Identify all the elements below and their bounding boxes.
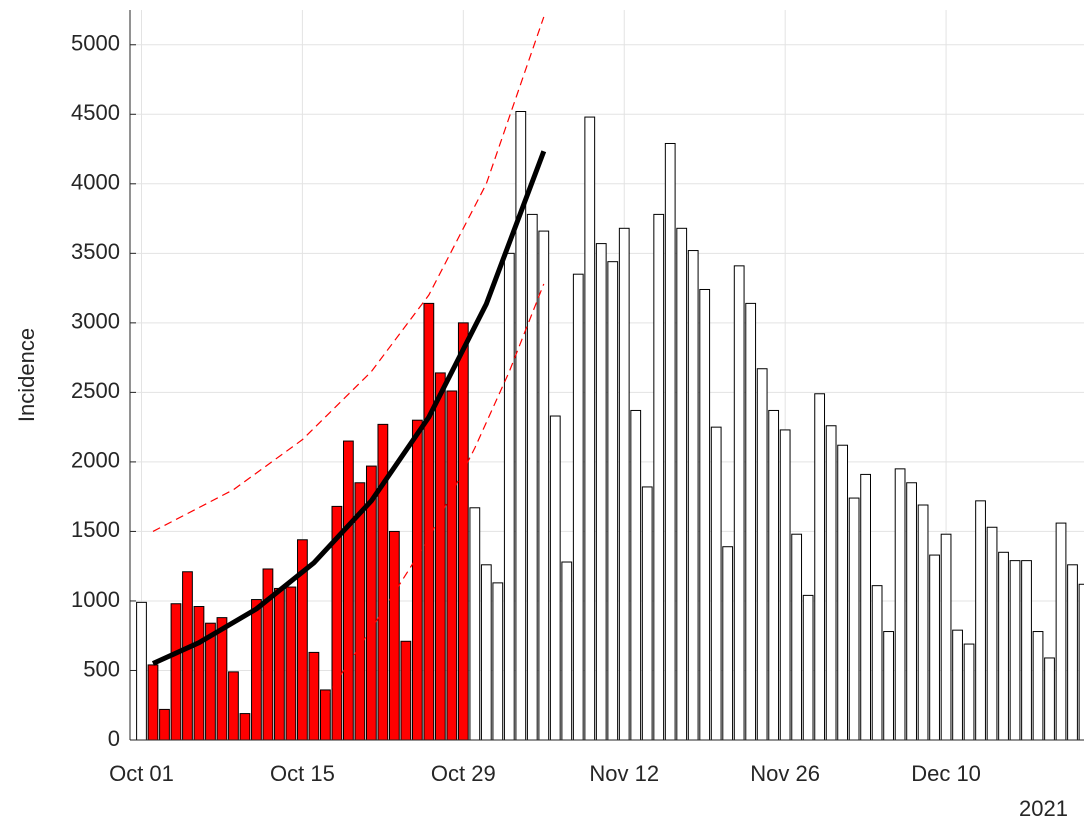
bar [641,486,653,741]
bar [802,594,814,741]
bar [159,708,170,741]
bar [572,273,584,741]
x-tick-label: Nov 26 [750,761,820,786]
bar [388,530,400,741]
bar [733,265,745,741]
bar [170,603,182,741]
y-tick-label: 500 [83,656,120,681]
bound-curve [324,283,545,699]
y-tick-label: 1000 [71,587,120,612]
bar [894,468,906,741]
bar [768,409,780,741]
bar [687,250,699,741]
bar [377,423,389,741]
y-tick-label: 3000 [71,309,120,334]
bar [917,504,929,741]
bar [664,142,676,741]
x-tick-label: Oct 15 [270,761,335,786]
bar [710,426,722,741]
bar [906,482,917,741]
bar [228,671,239,741]
bar [653,213,665,741]
bar [1067,564,1078,741]
y-tick-label: 2500 [71,378,120,403]
bar [147,664,159,741]
bar [308,651,320,741]
bar [756,368,768,741]
bar [1009,560,1021,741]
bar [423,302,435,741]
bar [343,440,354,741]
y-tick-label: 4500 [71,100,120,125]
bar [549,415,561,741]
bar [630,409,642,741]
bar [745,302,757,741]
bar [561,561,573,741]
bar [883,631,894,741]
y-tick-label: 2000 [71,448,120,473]
bar [848,497,860,741]
bar [779,429,791,741]
bar [457,322,469,741]
bar [274,587,285,741]
x-tick-label: Nov 12 [589,761,659,786]
bar [1021,560,1032,741]
bar [538,230,550,741]
year-label: 2021 [1019,796,1068,821]
bar [216,617,228,741]
bar [595,243,607,741]
bar [952,629,963,741]
bar [814,393,826,741]
bar [354,482,366,741]
y-tick-label: 5000 [71,31,120,56]
y-tick-label: 4000 [71,170,120,195]
bar [998,551,1009,741]
y-tick-label: 0 [108,726,120,751]
bar [400,640,412,741]
bar [940,533,952,741]
bar [860,473,871,741]
bar [963,643,975,741]
y-tick-label: 3500 [71,239,120,264]
bar [136,601,147,741]
bar [1078,583,1084,741]
x-tick-label: Oct 29 [431,761,496,786]
bar [722,546,734,741]
y-tick-label: 1500 [71,517,120,542]
bar [607,261,619,741]
bar [469,507,481,741]
fit-curve [151,150,547,666]
bar [446,390,458,741]
x-tick-label: Dec 10 [911,761,981,786]
bar [1044,657,1055,741]
bar [825,425,837,741]
bar [182,571,193,741]
bar [699,288,711,741]
bar [1032,631,1044,741]
bar [676,227,688,741]
bar [193,606,205,741]
bar [975,500,986,741]
bar [285,586,297,741]
bar [837,444,849,741]
bar [584,116,596,741]
bar [1055,522,1067,741]
bar [871,585,883,741]
bar [239,713,251,741]
x-tick-label: Oct 01 [109,761,174,786]
bar [986,526,998,741]
bar [492,582,504,741]
bar [434,372,446,741]
bar [618,227,630,741]
bar [251,599,262,741]
bar [929,554,940,741]
bar [480,564,492,741]
bar [791,533,803,741]
bar [411,419,423,741]
bar [503,252,515,741]
bar [526,213,538,741]
y-axis-label: Incidence [14,328,39,422]
